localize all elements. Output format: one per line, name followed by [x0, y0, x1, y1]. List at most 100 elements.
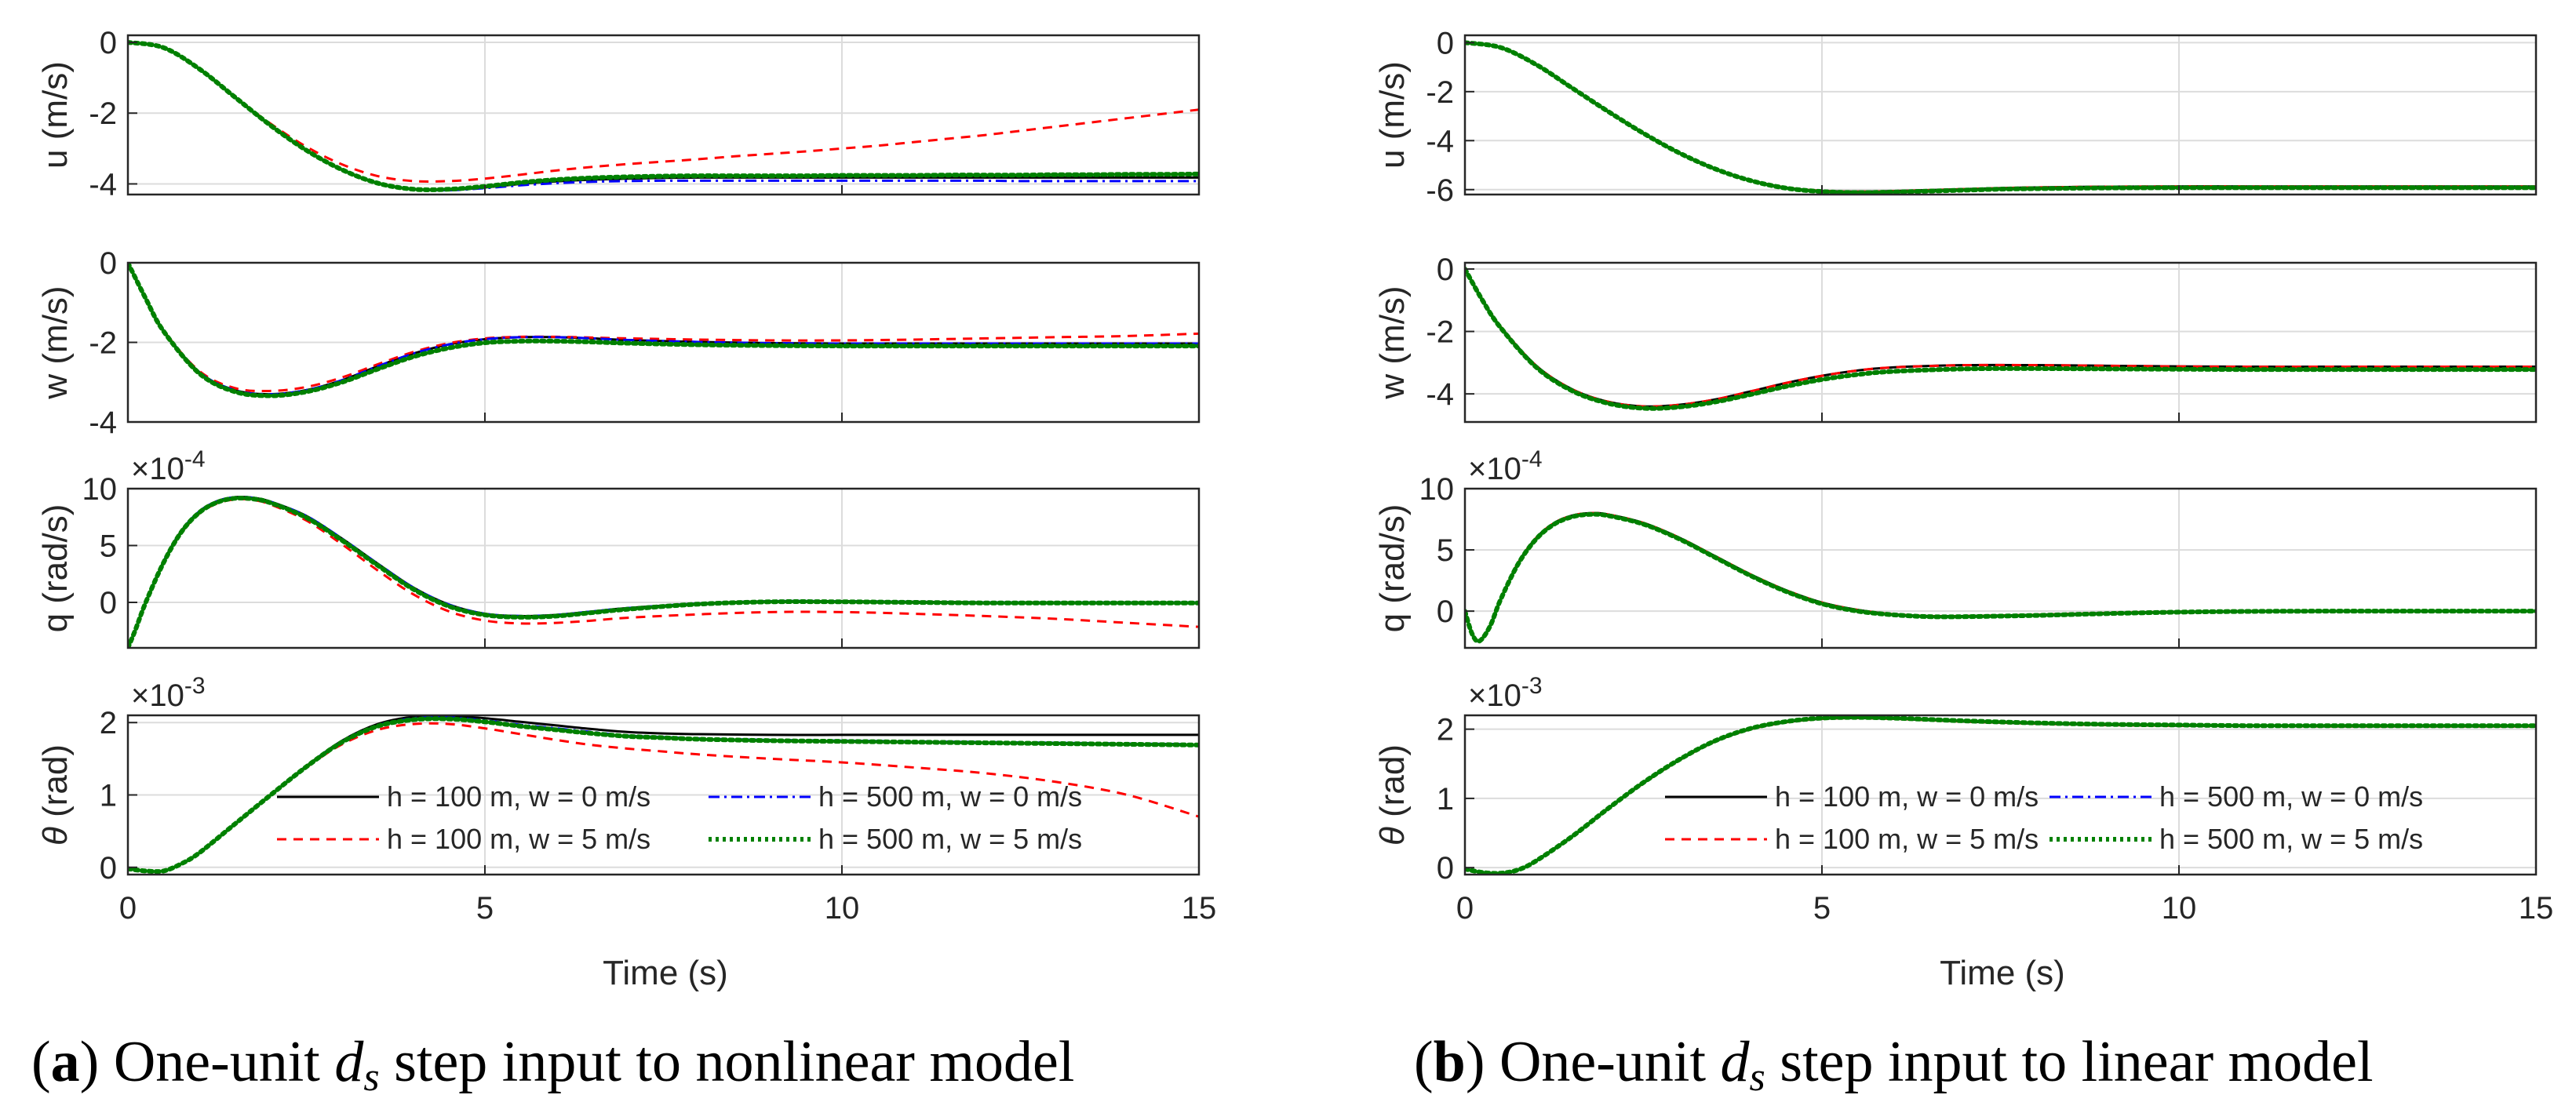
y-axis-label-pb-r1: u (m/s)	[1373, 61, 1412, 169]
legend-pb-r4: h = 100 m, w = 0 m/s h = 500 m, w = 0 m/s…	[1665, 780, 2423, 855]
caption-b-pre: One-unit	[1499, 1030, 1721, 1094]
series-line-pb-r3-2	[1465, 513, 2536, 643]
series-line-pb-r1-3	[1465, 40, 2536, 195]
ytick-label-pa-r2-2: 0	[100, 246, 117, 281]
subplot-pa-r3: 0 5 10q (rad/s) ×10-4	[36, 446, 1201, 649]
ytick-label-pb-r4-1: 1	[1437, 782, 1454, 817]
caption-a-letter: a	[51, 1030, 80, 1094]
y-axis-label-pb-r4: θ (rad)	[1373, 744, 1412, 846]
series-group-pb-r4	[1465, 715, 2536, 875]
xtick-label-pa-r4-1: 5	[476, 891, 494, 926]
caption-b-post: step input to linear model	[1765, 1030, 2374, 1094]
ytick-label-pb-r3-0: 0	[1437, 595, 1454, 629]
ytick-label-pb-r4-2: 2	[1437, 713, 1454, 747]
caption-b-letter: b	[1434, 1030, 1466, 1094]
series-line-pa-r1-0	[128, 41, 1199, 191]
y-axis-label-pb-r2: w (m/s)	[1373, 286, 1412, 399]
series-line-pa-r2-0	[128, 263, 1199, 395]
series-group-pb-r3	[1465, 511, 2536, 644]
legend-label-pa-r4-3: h = 500 m, w = 5 m/s	[818, 823, 1082, 855]
ytick-label-pb-r3-1: 5	[1437, 533, 1454, 568]
axes-box-pb-r1	[1463, 34, 2538, 196]
exponent-label-pa-r4: ×10-3	[131, 673, 206, 713]
y-axis-label-pa-r4: θ (rad)	[36, 744, 75, 846]
xtick-label-pa-r4-2: 10	[825, 891, 860, 926]
legend-label-pb-r4-3: h = 500 m, w = 5 m/s	[2159, 823, 2423, 855]
caption-b-sub: s	[1750, 1055, 1765, 1100]
series-line-pa-r4-3	[128, 716, 1199, 875]
ytick-label-pa-r1-2: 0	[100, 26, 117, 60]
series-line-pa-r1-3	[128, 40, 1199, 192]
series-line-pb-r1-0	[1465, 41, 2536, 193]
subplot-pb-r4: 0 1 2 0 5 10 15 θ (rad) ×10-3 h = 100 m, w = 0 m/…	[1373, 673, 2553, 926]
ytick-label-pa-r1-1: -2	[89, 96, 117, 131]
series-group-pa-r1	[128, 40, 1199, 192]
ytick-label-pb-r3-2: 10	[1419, 472, 1455, 507]
series-group-pa-r2	[128, 263, 1199, 398]
xtick-label-pa-r4-0: 0	[119, 891, 137, 926]
subplot-pb-r1: -6 -4 -2 0 u (m/s)	[1373, 26, 2538, 208]
series-line-pa-r3-1	[128, 497, 1199, 648]
axes-box-pb-r3	[1463, 487, 2538, 649]
ytick-label-pb-r1-3: 0	[1437, 26, 1454, 60]
subplot-pa-r2: -4 -2 0 w (m/s)	[36, 246, 1201, 440]
caption-a: (a) One-unit ds step input to nonlinear …	[31, 1030, 1074, 1100]
ytick-label-pb-r1-1: -4	[1426, 124, 1454, 158]
series-line-pb-r1-1	[1465, 41, 2536, 193]
ytick-label-pa-r4-2: 2	[100, 706, 117, 740]
ytick-label-pa-r3-2: 10	[82, 472, 118, 507]
series-line-pa-r3-2	[128, 496, 1199, 648]
subplot-pa-r1: -4 -2 0 u (m/s)	[36, 26, 1201, 202]
axes-box-pb-r2	[1463, 261, 2538, 424]
legend-label-pb-r4-1: h = 100 m, w = 5 m/s	[1775, 823, 2039, 855]
series-group-pb-r2	[1465, 266, 2536, 411]
y-axis-label-pa-r2: w (m/s)	[36, 286, 75, 399]
legend-label-pa-r4-1: h = 100 m, w = 5 m/s	[387, 823, 650, 855]
legend-label-pb-r4-0: h = 100 m, w = 0 m/s	[1775, 780, 2039, 813]
series-line-pb-r3-3	[1465, 511, 2536, 644]
exponent-label-pb-r3: ×10-4	[1468, 446, 1543, 486]
legend-label-pa-r4-2: h = 500 m, w = 0 m/s	[818, 780, 1082, 813]
series-line-pa-r2-1	[128, 263, 1199, 393]
ytick-label-pa-r4-1: 1	[100, 779, 117, 813]
subplot-pb-r3: 0 5 10q (rad/s) ×10-4	[1373, 446, 2538, 649]
ytick-label-pb-r2-1: -2	[1426, 315, 1454, 350]
exponent-label-pa-r3: ×10-4	[131, 446, 206, 486]
x-axis-label-a: Time (s)	[603, 954, 728, 992]
ytick-label-pa-r1-0: -4	[89, 167, 117, 202]
xtick-label-pa-r4-3: 15	[1182, 891, 1217, 926]
series-line-pb-r2-3	[1465, 266, 2536, 411]
x-axis-label-b: Time (s)	[1940, 954, 2065, 992]
ytick-label-pa-r2-1: -2	[89, 326, 117, 361]
y-axis-label-pb-r3: q (rad/s)	[1373, 504, 1412, 633]
xtick-label-pb-r4-3: 15	[2519, 891, 2554, 926]
caption-a-var: d	[334, 1030, 364, 1094]
y-axis-label-pa-r3: q (rad/s)	[36, 504, 75, 633]
caption-a-pre: One-unit	[114, 1030, 335, 1094]
ytick-label-pb-r2-0: -4	[1426, 377, 1454, 412]
axes-box-pa-r1	[126, 34, 1201, 196]
series-line-pb-r4-3	[1465, 715, 2536, 875]
caption-a-post: step input to nonlinear model	[380, 1030, 1075, 1094]
subplot-pb-r2: -4 -2 0 w (m/s)	[1373, 253, 2538, 424]
axes-box-pa-r3	[126, 487, 1201, 649]
series-group-pa-r3	[128, 495, 1199, 648]
axes-box-pb-r4	[1463, 714, 2538, 876]
series-line-pa-r3-3	[128, 495, 1199, 648]
series-line-pb-r2-2	[1465, 268, 2536, 410]
caption-b: (b) One-unit ds step input to linear mod…	[1414, 1030, 2374, 1100]
series-line-pa-r1-1	[128, 41, 1199, 183]
caption-b-var: d	[1721, 1030, 1751, 1094]
series-line-pb-r2-1	[1465, 268, 2536, 408]
series-line-pa-r2-2	[128, 263, 1199, 395]
series-line-pa-r1-2	[128, 41, 1199, 192]
series-line-pb-r3-0	[1465, 511, 2536, 642]
xtick-label-pb-r4-2: 10	[2162, 891, 2197, 926]
ytick-label-pa-r2-0: -4	[89, 406, 117, 440]
ytick-label-pb-r2-2: 0	[1437, 253, 1454, 287]
subplot-pa-r4: 0 1 2 0 5 10 15 θ (rad) ×10-3 h = 100 m, w = 0 m/…	[36, 673, 1216, 926]
legend-pa-r4: h = 100 m, w = 0 m/s h = 500 m, w = 0 m/s…	[277, 780, 1082, 855]
y-axis-label-pa-r1: u (m/s)	[36, 61, 75, 169]
